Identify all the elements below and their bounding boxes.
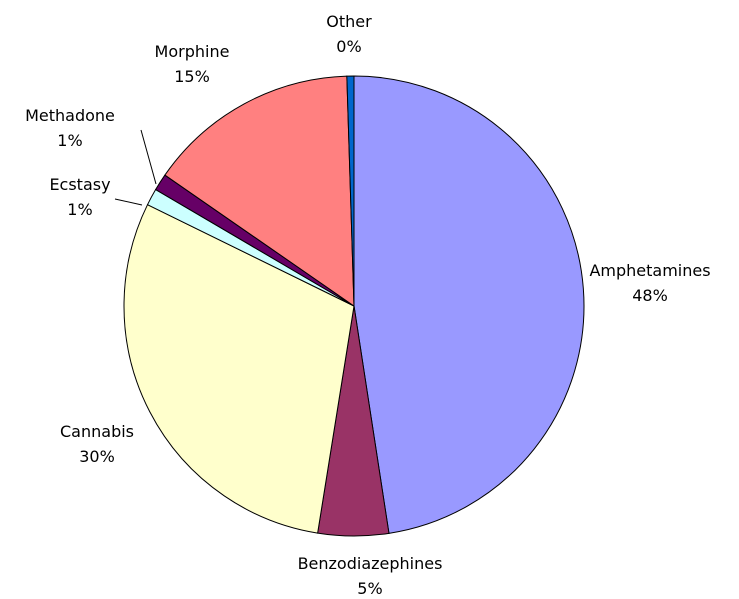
slice-percent-methadone: 1%: [57, 131, 82, 150]
slice-percent-morphine: 15%: [174, 67, 210, 86]
slice-percent-benzodiazephines: 5%: [357, 579, 382, 598]
leader-line-methadone: [140, 129, 157, 185]
slice-name-amphetamines: Amphetamines: [589, 261, 710, 280]
slice-name-other: Other: [326, 12, 372, 31]
slice-percent-amphetamines: 48%: [632, 286, 668, 305]
pie-slices: [123, 75, 585, 537]
slice-labels: Amphetamines 48% Benzodiazephines 5% Cannabi…: [25, 12, 710, 598]
slice-name-ecstasy: Ecstasy: [49, 175, 110, 194]
leader-lines: [114, 129, 157, 206]
slice-name-morphine: Morphine: [155, 42, 230, 61]
slice-percent-cannabis: 30%: [79, 447, 115, 466]
slice-name-methadone: Methadone: [25, 106, 115, 125]
pie-slice-other: [346, 75, 355, 307]
pie-slice-morphine: [164, 75, 355, 307]
slice-name-cannabis: Cannabis: [60, 422, 134, 441]
slice-name-benzodiazephines: Benzodiazephines: [298, 554, 443, 573]
leader-line-ecstasy: [114, 198, 143, 206]
slice-percent-other: 0%: [336, 37, 361, 56]
slice-percent-ecstasy: 1%: [67, 200, 92, 219]
pie-slice-amphetamines: [353, 75, 585, 534]
pie-slice-cannabis: [123, 204, 355, 534]
